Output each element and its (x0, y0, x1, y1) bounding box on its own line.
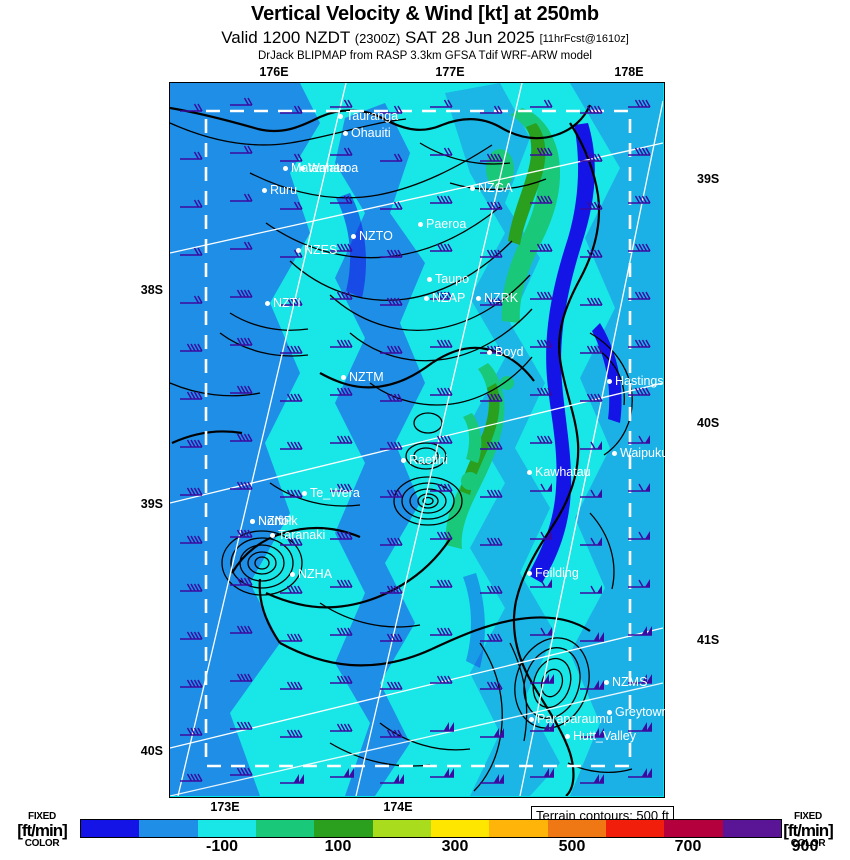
colorbar-segment-0 (81, 820, 140, 837)
model-line: DrJack BLIPMAP from RASP 3.3km GFSA Tdif… (257, 50, 592, 62)
colorbar-tick: 500 (558, 838, 586, 855)
colorbar-fixed-label-right: FIXED (794, 811, 822, 822)
graticule-label: 38S (140, 283, 163, 297)
colorbar-fixed-label-left: FIXED (28, 811, 56, 822)
field-band-green (445, 108, 561, 549)
map-layers (170, 83, 663, 796)
colorbar-segment-1 (139, 820, 198, 837)
graticule-label: 40S (697, 416, 720, 430)
graticule-label: 176E (259, 65, 289, 79)
colorbar-segment-2 (197, 820, 256, 837)
graticule-label: 174E (383, 800, 413, 814)
graticule-label: 173E (210, 800, 240, 814)
graticule-label: 39S (697, 172, 720, 186)
colorbar-color-label-right: COLOR (790, 838, 826, 849)
valid-prefix: Valid 1200 NZDT (221, 28, 351, 47)
colorbar-tick: 900 (791, 838, 819, 855)
graticule-label: 178E (614, 65, 644, 79)
colorbar-segment-6 (430, 820, 490, 837)
colorbar-color-label-left: COLOR (24, 838, 60, 849)
colorbar-tick: 700 (674, 838, 702, 855)
domain-boundary (204, 109, 632, 768)
colorbar[interactable] (80, 819, 782, 838)
colorbar-unit-label-right: [ft/min] (783, 821, 834, 840)
forecast-tag: [11hrFcst@1610z] (539, 33, 629, 45)
colorbar-tick-labels: -100 100 300 500 700 900 (80, 838, 818, 860)
colorbar-segment-3 (255, 820, 315, 837)
colorbar-segment-4 (314, 820, 373, 837)
valid-date: SAT 28 Jun 2025 (405, 28, 535, 47)
colorbar-tick: -100 (205, 838, 239, 855)
graticule-label: 41S (697, 633, 720, 647)
graticule-label: 177E (435, 65, 465, 79)
page-title: Vertical Velocity & Wind [kt] at 250mb (251, 3, 599, 25)
map-canvas[interactable] (169, 82, 665, 798)
colorbar-segment-11 (722, 820, 781, 837)
valid-z: (2300Z) (354, 31, 401, 46)
colorbar-unit-right: FIXED [ft/min] COLOR (768, 812, 848, 849)
terrain-contours (170, 118, 633, 792)
colorbar-tick: 300 (441, 838, 469, 855)
graticule-label: 40S (140, 744, 163, 758)
field-green-patches (461, 149, 514, 490)
colorbar-unit-label-left: [ft/min] (17, 821, 68, 840)
valid-time-line: Valid 1200 NZDT (2300Z) SAT 28 Jun 2025 … (0, 28, 850, 48)
graticule-label: 39S (140, 497, 163, 511)
colorbar-segment-8 (547, 820, 606, 837)
colorbar-unit-left: FIXED [ft/min] COLOR (2, 812, 82, 849)
colorbar-tick: 100 (324, 838, 352, 855)
colorbar-segment-10 (664, 820, 723, 837)
colorbar-segment-9 (605, 820, 665, 837)
colorbar-segment-5 (372, 820, 431, 837)
colorbar-segment-7 (489, 820, 548, 837)
